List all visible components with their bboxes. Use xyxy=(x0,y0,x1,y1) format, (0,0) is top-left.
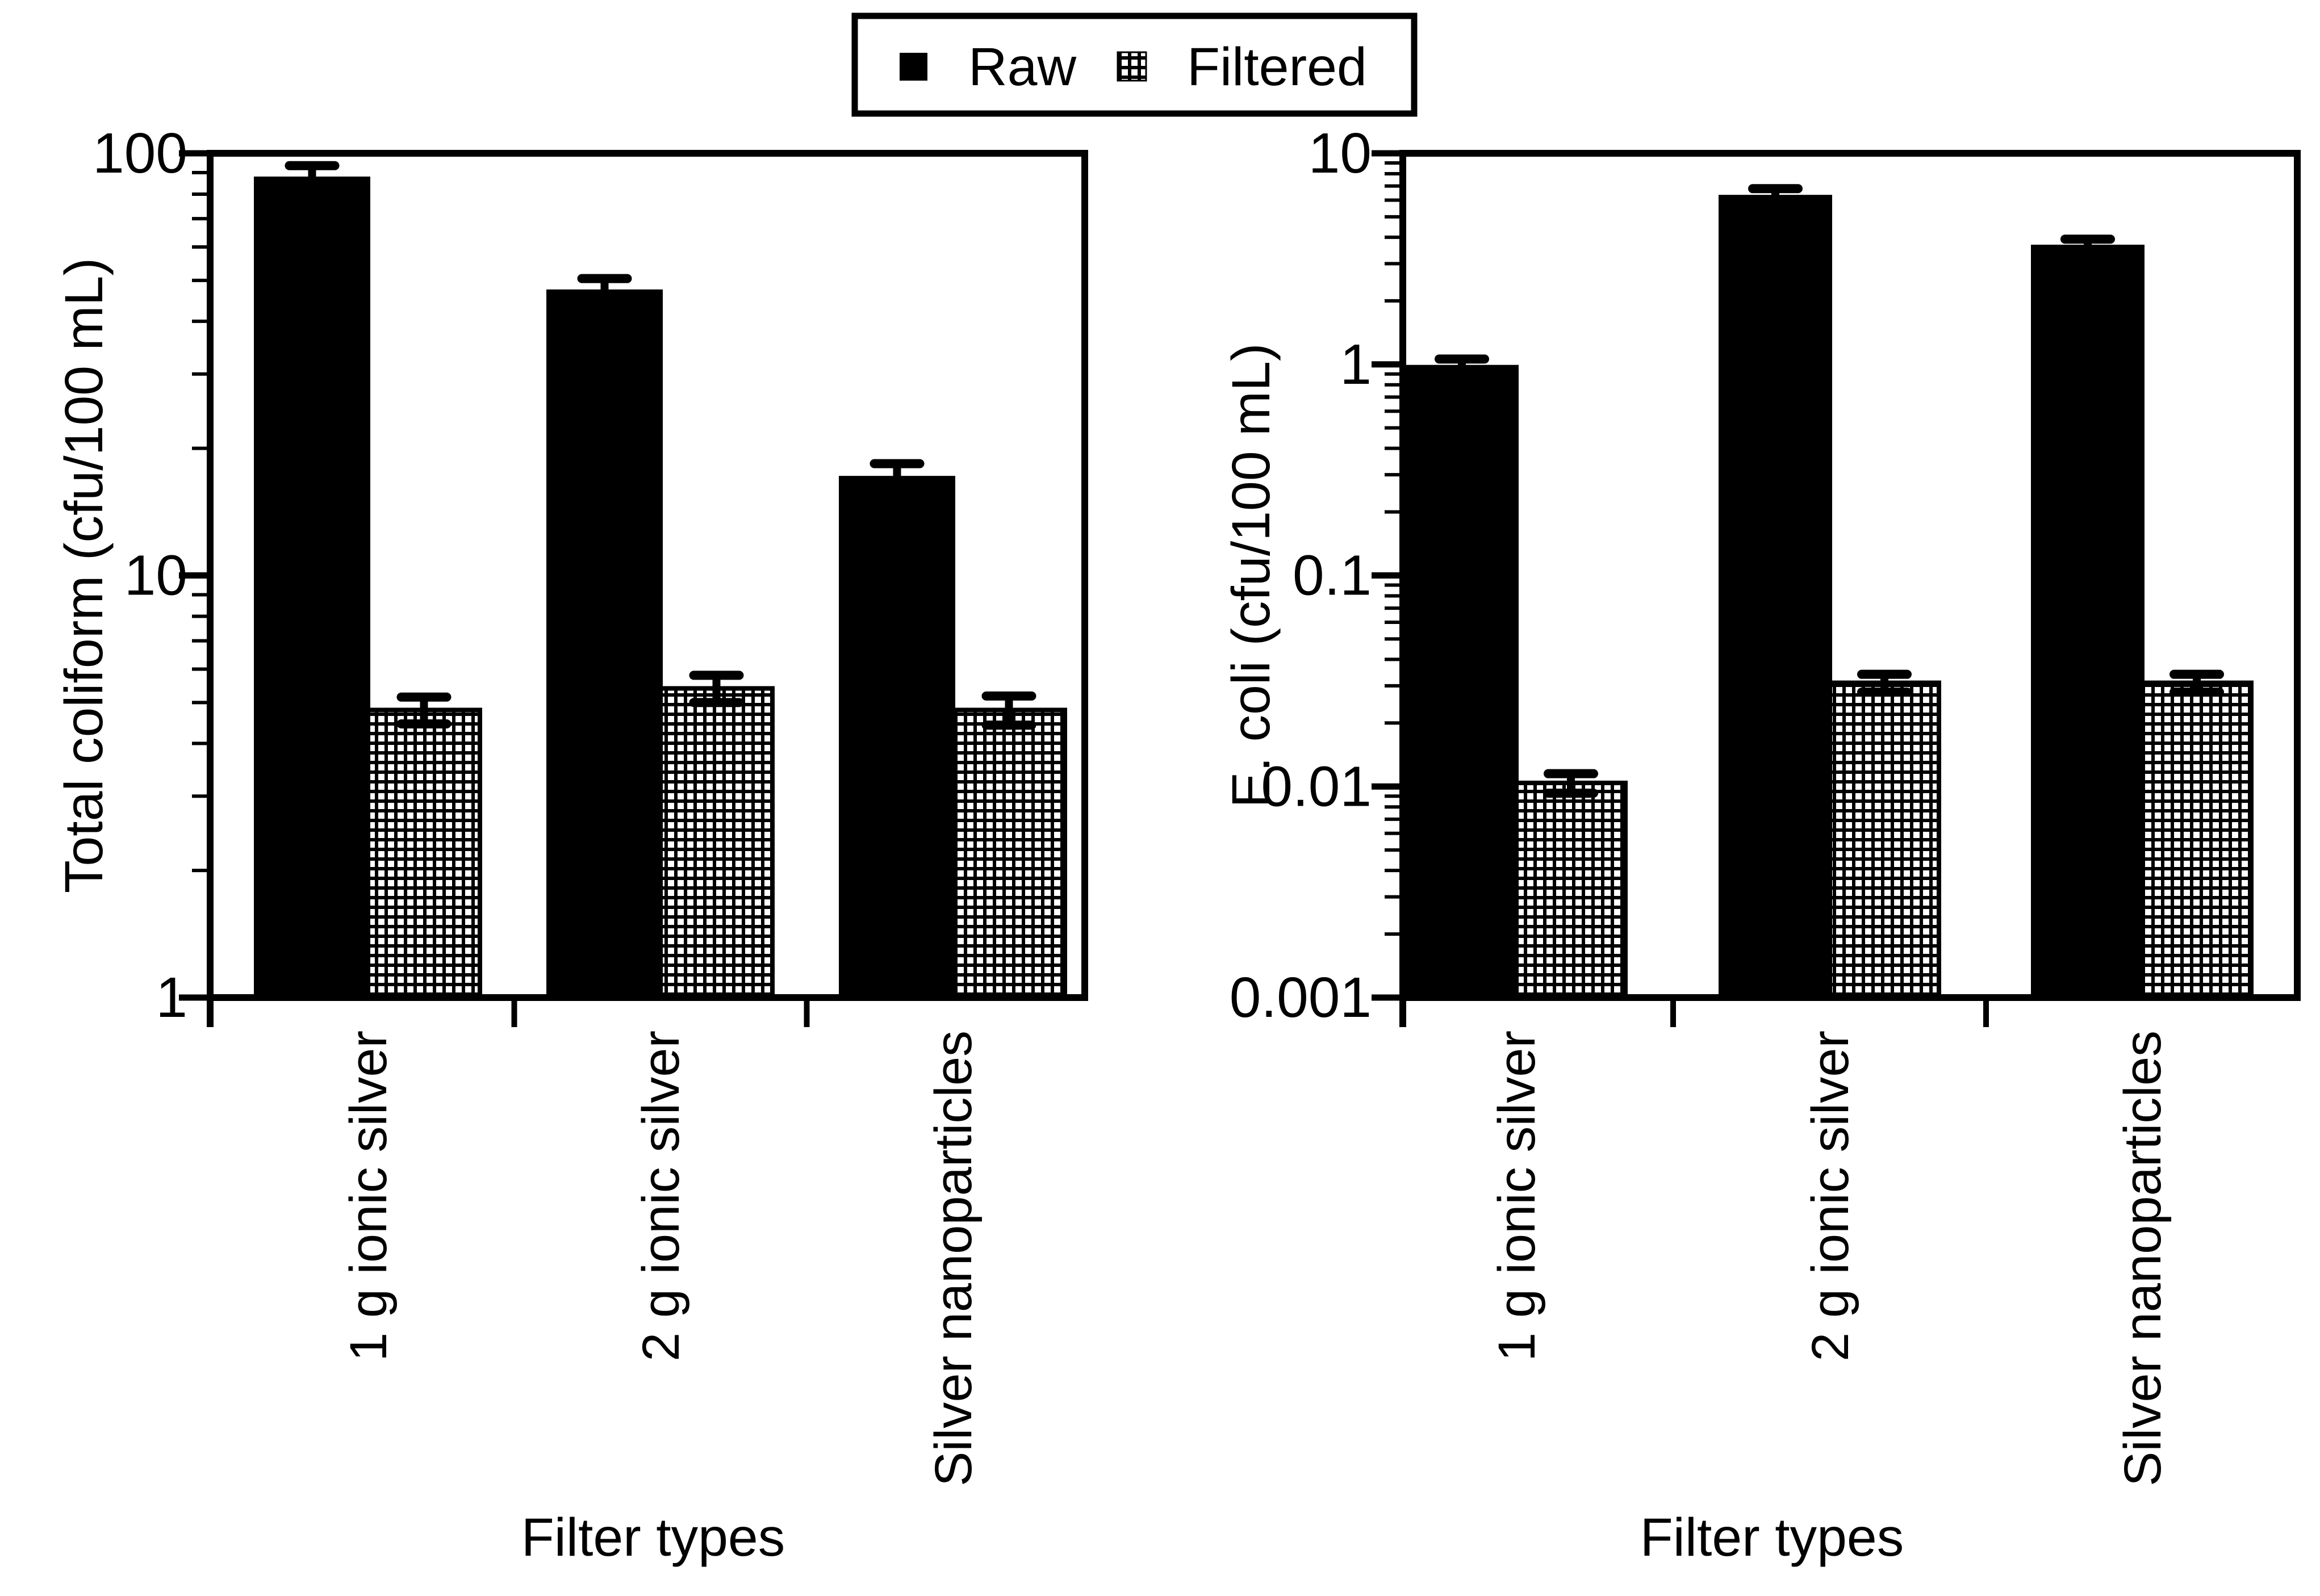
bar-raw-0 xyxy=(1405,365,1519,1000)
category-label: 2 g ionic silver xyxy=(1801,1031,1859,1362)
category-label: 1 g ionic silver xyxy=(1488,1031,1546,1362)
bar-filtered-0 xyxy=(1514,780,1628,1000)
ytick-label: 1 xyxy=(156,966,187,1029)
y-axis-title-total-coliform: Total coliform (cfu/100 mL) xyxy=(54,258,114,893)
bar-filtered-1 xyxy=(1828,680,1941,1000)
bar-raw-1 xyxy=(546,289,663,1000)
chart-total-coliform-plot-area xyxy=(179,150,1088,1027)
ytick-label: 10 xyxy=(1309,122,1372,185)
bar-raw-1 xyxy=(1719,195,1832,1000)
ytick-label: 0.001 xyxy=(1230,966,1372,1029)
x-axis-title-right: Filter types xyxy=(1640,1507,1904,1568)
category-label: 1 g ionic silver xyxy=(340,1031,398,1362)
bar-raw-2 xyxy=(2031,244,2145,1000)
legend-label-raw: Raw xyxy=(968,37,1076,97)
category-label: 2 g ionic silver xyxy=(632,1031,690,1362)
bar-raw-0 xyxy=(254,176,370,1000)
bar-filtered-2 xyxy=(2140,680,2254,1000)
ytick-label: 0.01 xyxy=(1261,755,1372,818)
bar-filtered-0 xyxy=(366,707,482,1000)
category-label: Silver nanoparticles xyxy=(925,1031,983,1486)
legend-swatch-raw-icon xyxy=(900,53,927,81)
category-label: Silver nanoparticles xyxy=(2114,1031,2172,1486)
x-axis-title-left: Filter types xyxy=(521,1507,785,1568)
chart-total-coliform: 100 10 1 Total coliform (cfu/100 mL) 1 g… xyxy=(54,122,1088,1568)
legend-swatch-filtered-icon xyxy=(1117,51,1147,82)
bar-filtered-1 xyxy=(658,686,775,1000)
ytick-label: 0.1 xyxy=(1293,544,1372,608)
ytick-label: 10 xyxy=(124,544,187,608)
y-axis-title-e-coli: E. coli (cfu/100 mL) xyxy=(1221,343,1281,807)
ytick-label: 1 xyxy=(1340,333,1372,396)
chart-e-coli-plot-area xyxy=(1372,150,2301,1027)
ytick-label: 100 xyxy=(93,122,187,185)
bar-raw-2 xyxy=(839,476,955,1000)
legend: Raw Filtered xyxy=(851,12,1418,117)
legend-label-filtered: Filtered xyxy=(1187,37,1367,97)
bar-filtered-2 xyxy=(951,707,1067,1000)
chart-e-coli: 10 1 0.1 0.01 0.001 E. coli (cfu/100 mL)… xyxy=(1221,122,2301,1568)
